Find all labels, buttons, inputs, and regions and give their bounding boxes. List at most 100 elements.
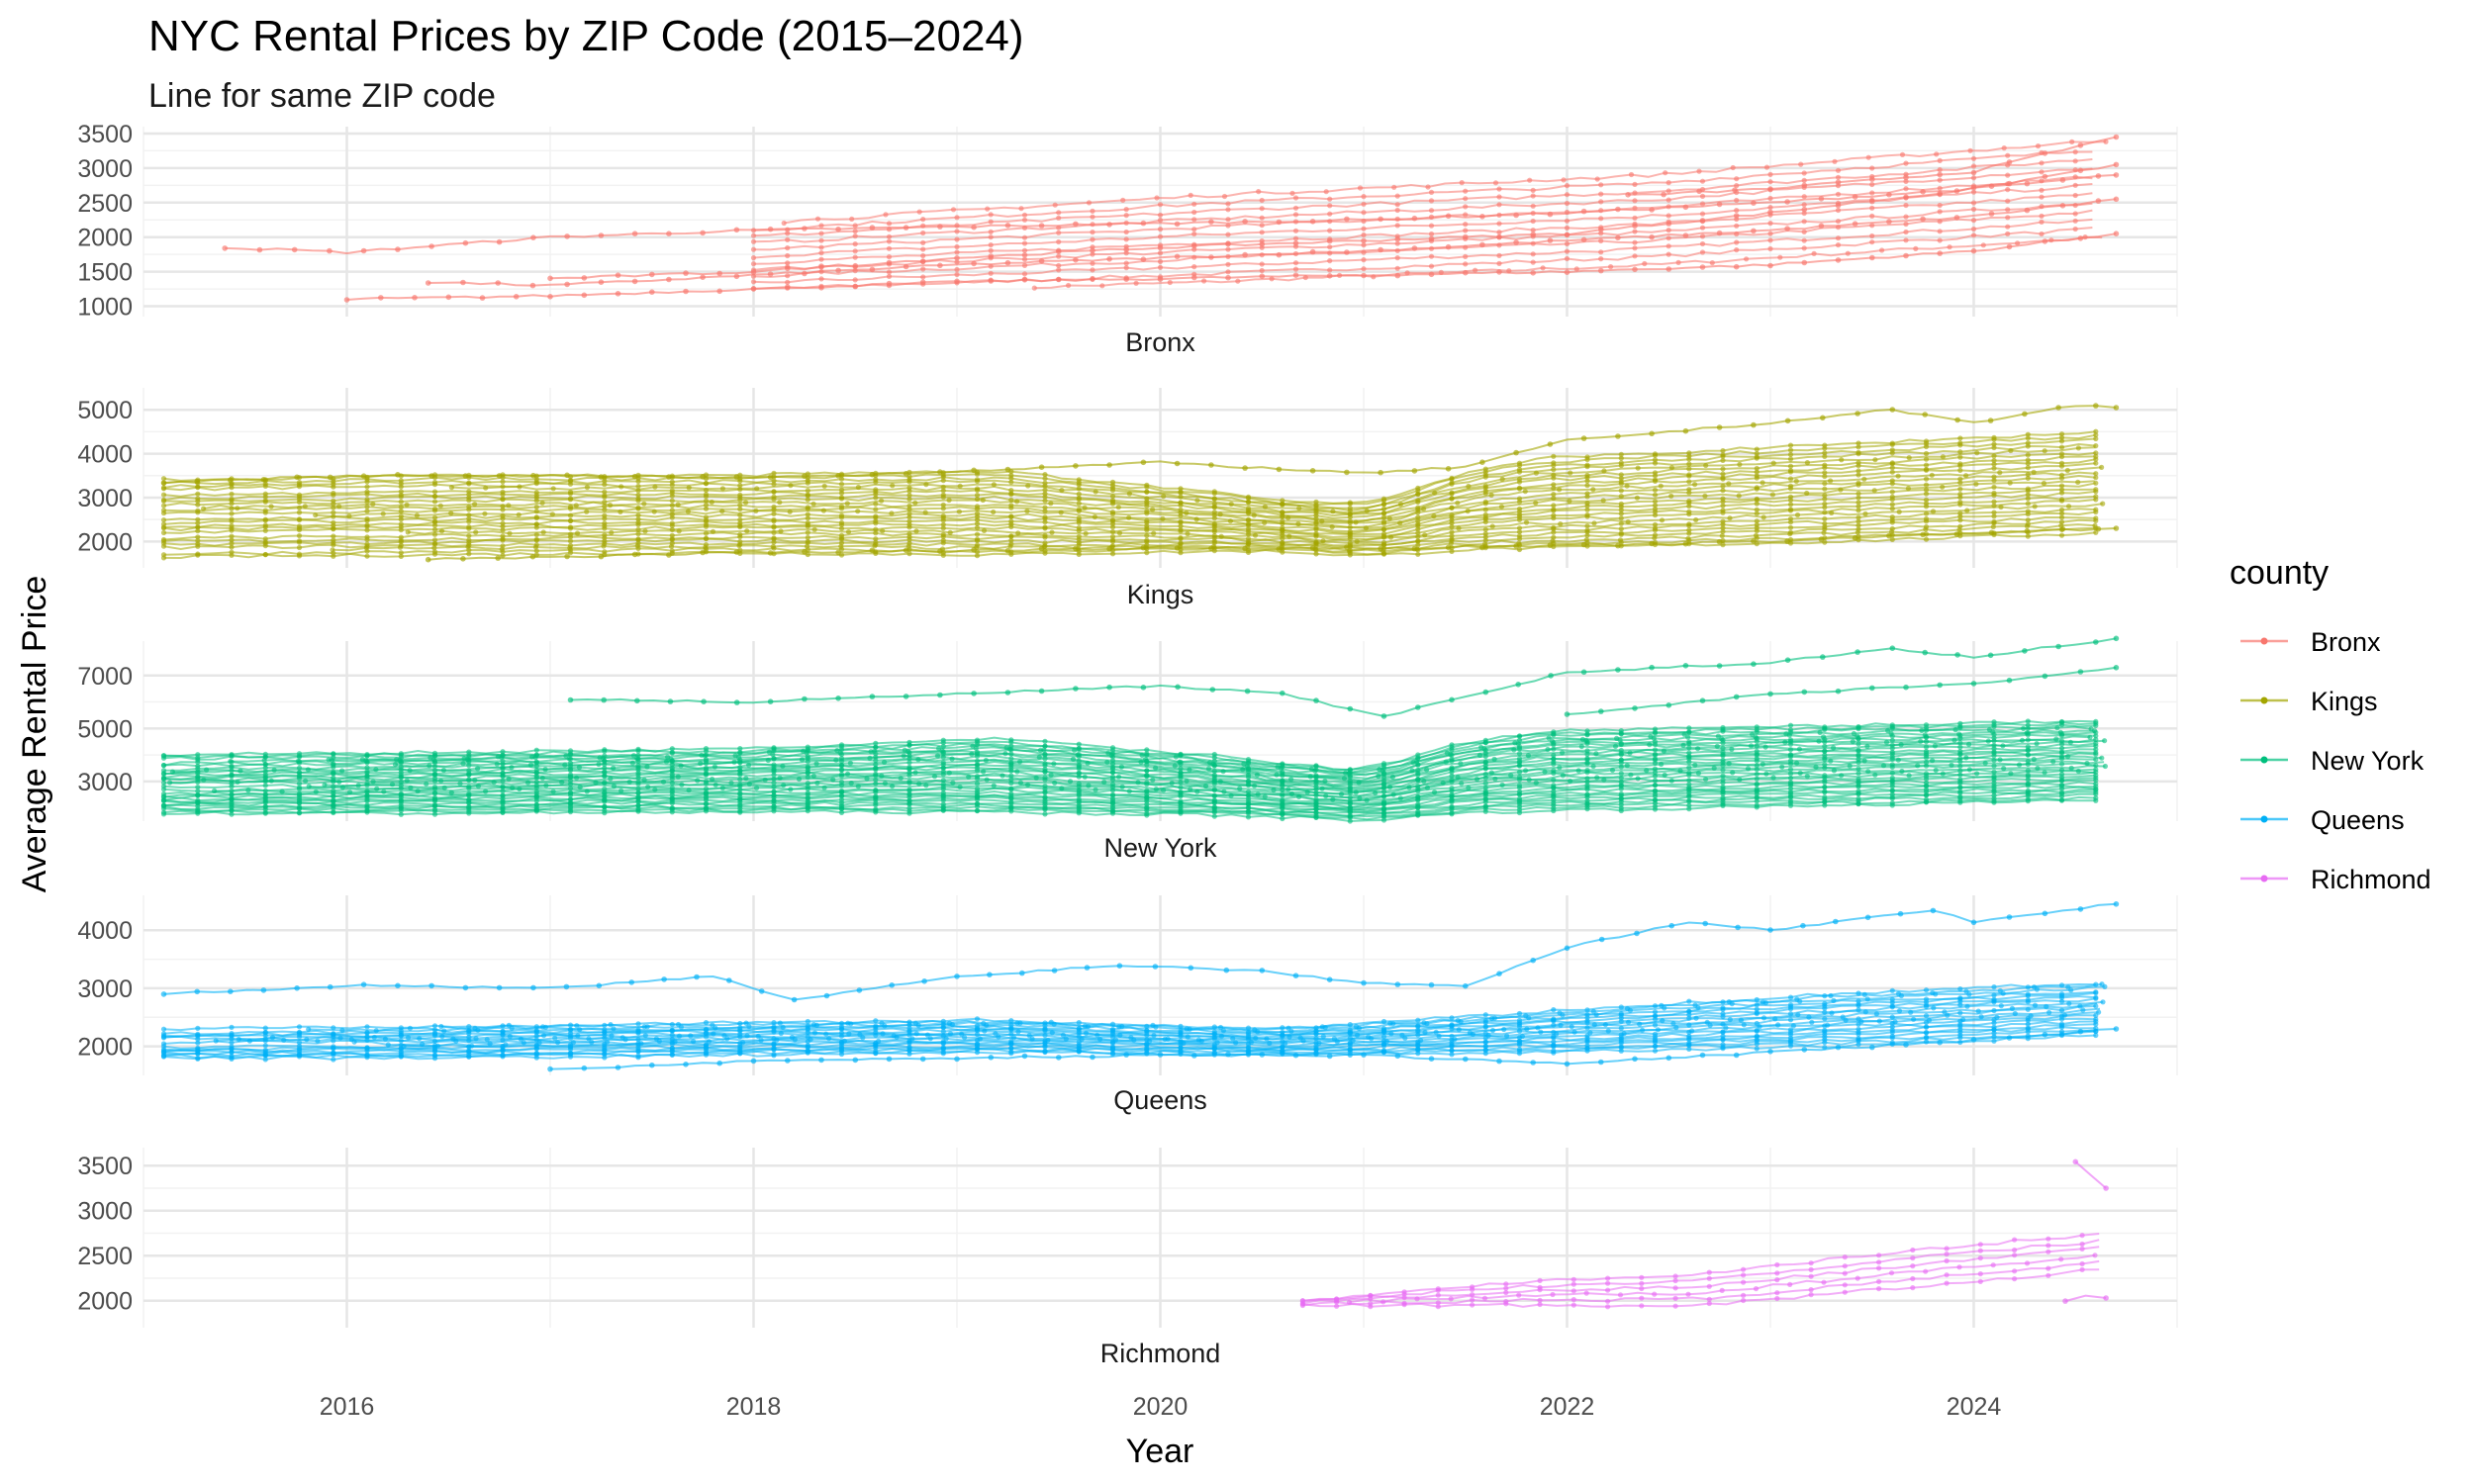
data-point <box>737 746 743 752</box>
data-point <box>1584 491 1590 497</box>
data-point <box>602 803 608 809</box>
data-point <box>1397 795 1403 801</box>
data-point <box>1394 265 1400 271</box>
data-point <box>1415 801 1421 807</box>
data-point <box>744 528 750 534</box>
data-point <box>2072 158 2078 164</box>
data-point <box>160 497 167 503</box>
data-point <box>906 531 912 537</box>
data-point <box>2025 788 2031 794</box>
data-point <box>1292 212 1299 218</box>
data-point <box>1551 534 1557 540</box>
data-point <box>1361 257 1367 263</box>
data-point <box>1056 248 1062 255</box>
data-point <box>1835 167 1842 173</box>
data-point <box>886 269 893 275</box>
data-point <box>1021 256 1028 262</box>
data-point <box>1584 483 1590 489</box>
data-point <box>1428 189 1435 195</box>
data-point <box>1208 462 1214 468</box>
data-point <box>1540 265 1546 271</box>
data-point <box>1584 532 1590 538</box>
data-point <box>1937 209 1943 215</box>
data-point <box>873 495 879 501</box>
data-point <box>1686 770 1692 776</box>
data-point <box>1394 240 1400 246</box>
data-point <box>1004 547 1011 554</box>
data-point <box>347 789 353 795</box>
data-point <box>1463 228 1469 233</box>
data-point <box>1832 158 1838 164</box>
data-point <box>1957 523 1963 529</box>
data-point <box>1754 485 1760 491</box>
data-point <box>195 496 201 502</box>
data-point <box>229 752 235 758</box>
data-point <box>1347 505 1353 511</box>
data-point <box>785 273 791 279</box>
data-point <box>500 784 506 789</box>
data-point <box>1178 526 1184 532</box>
zip-series-line <box>163 795 2096 821</box>
data-point <box>539 500 545 506</box>
data-point <box>1445 544 1452 551</box>
data-point <box>1516 546 1523 553</box>
data-point <box>256 246 263 253</box>
data-point <box>1415 538 1421 544</box>
data-point <box>1218 533 1224 539</box>
data-point <box>398 513 404 519</box>
data-point <box>1997 470 2003 476</box>
data-point <box>1820 654 1826 660</box>
data-point <box>1042 476 1048 482</box>
data-point <box>431 784 438 790</box>
y-tick-label: 1500 <box>77 259 133 287</box>
data-point <box>750 238 757 244</box>
data-point <box>1744 256 1750 262</box>
data-point <box>1686 765 1692 771</box>
data-point <box>547 275 553 282</box>
data-point <box>1008 513 1014 519</box>
data-point <box>448 510 454 516</box>
data-point <box>262 1043 268 1049</box>
data-point <box>838 742 845 748</box>
data-point <box>1076 746 1082 752</box>
data-point <box>1285 787 1291 792</box>
data-point <box>1174 545 1181 551</box>
data-point <box>513 294 520 300</box>
data-point <box>1970 247 1977 254</box>
data-point <box>886 273 893 279</box>
data-point <box>364 541 370 547</box>
data-point <box>495 280 502 286</box>
data-point <box>2039 231 2045 237</box>
data-point <box>1615 206 1621 213</box>
data-point <box>1415 551 1421 557</box>
data-point <box>1699 218 1706 224</box>
data-point <box>886 259 893 266</box>
data-point <box>777 500 783 506</box>
data-point <box>1322 778 1328 785</box>
data-point <box>2072 211 2078 217</box>
data-point <box>873 806 879 812</box>
data-point <box>2093 453 2099 459</box>
data-point <box>805 534 810 541</box>
data-point <box>838 476 845 482</box>
data-point <box>1428 253 1435 259</box>
data-point <box>1188 787 1193 792</box>
data-point <box>1923 771 1930 777</box>
data-point <box>1937 185 1943 191</box>
data-point <box>771 504 777 510</box>
data-point <box>1415 808 1421 815</box>
data-point <box>2005 152 2011 158</box>
data-point <box>1970 232 1977 238</box>
data-point <box>1632 215 1638 221</box>
data-point <box>1686 725 1692 731</box>
data-point <box>1856 522 1861 528</box>
data-point <box>331 537 336 543</box>
facet-strip-label: Bronx <box>1125 327 1195 357</box>
data-point <box>1889 489 1895 495</box>
data-point <box>1590 487 1596 493</box>
data-point <box>920 239 926 245</box>
data-point <box>1699 193 1706 199</box>
data-point <box>1763 771 1769 777</box>
data-point <box>374 786 380 791</box>
data-point <box>229 549 235 555</box>
